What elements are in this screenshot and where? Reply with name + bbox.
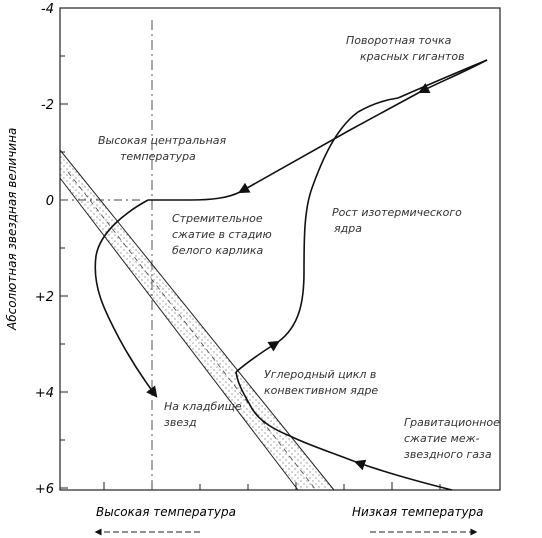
y-tick-label: -2	[41, 98, 54, 113]
annotation-turning-point: Поворотная точка красных гигантов	[346, 34, 465, 63]
annotation-line: На кладбище	[164, 400, 242, 413]
annotation-line: красных гигантов	[360, 50, 465, 63]
annotation-hydrogen-cycle: Углеродный цикл в конвективном ядре	[264, 368, 378, 397]
annotation-line: сжатие в стадию	[172, 228, 272, 241]
annotation-line: Гравитационное	[404, 416, 500, 429]
annotation-line: Высокая центральная	[98, 134, 227, 147]
y-ticks	[60, 7, 68, 489]
annotation-line: звезд	[164, 416, 197, 429]
annotation-line: белого карлика	[172, 244, 264, 257]
annotation-contraction-white-dwarf: Стремительное сжатие в стадию белого кар…	[172, 212, 272, 257]
main-sequence-edge-lower	[59, 177, 299, 491]
annotation-line: Рост изотермического	[332, 206, 462, 219]
annotation-line: температура	[120, 150, 196, 163]
annotation-line: Поворотная точка	[346, 34, 452, 47]
y-tick-label: +6	[35, 482, 54, 497]
annotation-line: сжатие меж-	[404, 432, 479, 445]
annotation-line: конвективном ядре	[264, 384, 378, 397]
main-sequence-centerline	[67, 171, 317, 491]
annotation-gravitational-contraction: Гравитационное сжатие меж- звездного газ…	[404, 416, 500, 461]
y-axis-label: Абсолютная звездная величина	[5, 128, 19, 331]
annotation-line: звездного газа	[404, 448, 492, 461]
y-tick-label: +2	[35, 290, 54, 305]
y-tick-label: 0	[46, 194, 54, 209]
annotation-isothermal-core: Рост изотермического ядра	[332, 206, 462, 235]
x-ticks	[103, 482, 441, 490]
annotation-line: Углеродный цикл в	[264, 368, 376, 381]
y-tick-labels: -4 -2 0 +2 +4 +6	[35, 2, 54, 497]
annotation-line: ядра	[334, 222, 362, 235]
annotation-line: Стремительное	[172, 212, 263, 225]
bottom-label-low-temp: Низкая температура	[352, 505, 484, 519]
bottom-label-high-temp: Высокая температура	[96, 505, 236, 519]
plot-frame	[59, 7, 501, 491]
annotation-high-central-temp: Высокая центральная температура	[98, 134, 227, 163]
annotation-star-graveyard: На кладбище звезд	[164, 400, 242, 429]
evolutionary-track	[94, 59, 488, 491]
y-tick-label: -4	[41, 2, 54, 17]
main-sequence-edge-upper	[59, 149, 335, 491]
y-tick-label: +4	[35, 386, 54, 401]
